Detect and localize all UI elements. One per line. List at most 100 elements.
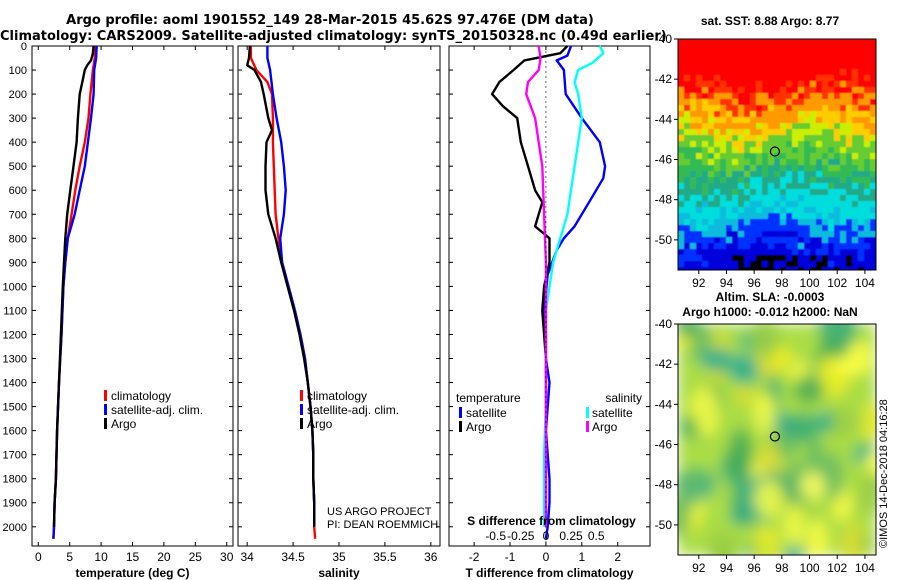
map-x-tick-label: 102 xyxy=(827,561,847,575)
depth-tick-label: 300 xyxy=(9,113,27,125)
legend-swatch xyxy=(104,390,107,401)
series-line xyxy=(525,45,548,527)
depth-tick-label: 1800 xyxy=(3,474,27,486)
depth-tick-label: 1000 xyxy=(3,281,27,293)
depth-tick-label: 800 xyxy=(9,233,27,245)
map-x-tick-label: 94 xyxy=(720,276,734,290)
map-y-tick-label: -46 xyxy=(655,153,673,167)
x-tick-label: 2 xyxy=(614,550,621,564)
map-x-tick-label: 92 xyxy=(692,276,706,290)
series-line xyxy=(249,46,317,539)
map-x-tick-label: 98 xyxy=(775,561,789,575)
depth-tick-label: 1600 xyxy=(3,426,27,438)
x-axis-label: T difference from climatology xyxy=(465,566,633,580)
depth-tick-label: 1700 xyxy=(3,450,27,462)
project-annotation: US ARGO PROJECT xyxy=(327,506,432,518)
argo-location-marker xyxy=(769,146,781,157)
legend-swatch xyxy=(104,418,107,429)
x-axis-label: salinity xyxy=(318,566,360,580)
x-tick-label: 34 xyxy=(241,550,255,564)
sla-map-subtitle: Argo h1000: -0.012 h2000: NaN xyxy=(682,305,857,319)
x-tick-label: 35 xyxy=(332,550,346,564)
depth-tick-label: 200 xyxy=(9,89,27,101)
legend-swatch xyxy=(104,404,107,415)
legend-swatch xyxy=(459,407,462,418)
legend-label: Argo xyxy=(466,420,492,434)
map-y-tick-label: -46 xyxy=(655,438,673,452)
legend-label: Argo xyxy=(307,417,333,431)
legend-label: climatology xyxy=(307,389,367,403)
map-x-tick-label: 94 xyxy=(720,561,734,575)
map-y-tick-label: -40 xyxy=(655,32,673,46)
map-x-tick-label: 104 xyxy=(855,561,875,575)
depth-tick-label: 1100 xyxy=(3,305,27,317)
series-line xyxy=(542,45,605,527)
map-y-tick-label: -50 xyxy=(655,233,673,247)
depth-tick-label: 400 xyxy=(9,137,27,149)
salinity-panel: 34 34.5 35 35.5 36 salinity climatologysatelli… xyxy=(237,45,441,580)
x-tick-label: 35.5 xyxy=(373,550,397,564)
x-tick-label: 10 xyxy=(94,550,108,564)
depth-tick-label: 1200 xyxy=(3,329,27,341)
legend-label: Argo xyxy=(111,417,137,431)
imos-watermark: ©IMOS 14-Dec-2018 04:16:28 xyxy=(878,399,890,548)
map-y-tick-label: -42 xyxy=(655,72,673,86)
depth-tick-label: 600 xyxy=(9,185,27,197)
s-diff-tick-label: -0.25 xyxy=(507,529,535,543)
difference-panel: -2 -1 0 1 2 T difference from climatology S di… xyxy=(448,45,651,580)
sla-map-title: Altim. SLA: -0.0003 xyxy=(716,290,825,304)
map-x-tick-label: 100 xyxy=(800,561,820,575)
s-diff-tick-label: -0.5 xyxy=(485,529,506,543)
x-tick-label: 0 xyxy=(543,550,550,564)
sst-map-frame xyxy=(677,38,877,271)
legend-swatch xyxy=(586,421,589,432)
map-y-tick-label: -44 xyxy=(655,112,673,126)
depth-tick-label: 1500 xyxy=(3,402,27,414)
legend-label: satellite xyxy=(592,406,633,420)
map-y-tick-label: -48 xyxy=(655,193,673,207)
project-annotation: PI: DEAN ROEMMICH xyxy=(327,519,438,531)
x-tick-label: 25 xyxy=(189,550,203,564)
s-diff-tick-label: 0 xyxy=(543,529,550,543)
sst-map: 92 94 96 98 100 102 104 -40 -42 -44 -46 -48 -50 sat. … xyxy=(655,14,877,290)
series-line xyxy=(52,45,95,527)
series-line xyxy=(266,46,316,527)
argo-location-marker xyxy=(769,431,781,442)
depth-tick-label: 900 xyxy=(9,257,27,269)
depth-tick-label: 1300 xyxy=(3,354,27,366)
s-diff-axis-label: S difference from climatology xyxy=(467,514,636,528)
legend-swatch xyxy=(300,390,303,401)
map-y-tick-label: -40 xyxy=(655,317,673,331)
map-x-tick-label: 104 xyxy=(855,276,875,290)
x-tick-label: -1 xyxy=(505,550,516,564)
map-x-tick-label: 96 xyxy=(747,276,761,290)
map-y-tick-label: -44 xyxy=(655,397,673,411)
profile-panels-layer: 0100200300400500600700800900100011001200… xyxy=(3,41,651,580)
figure-title-line-2: Climatology: CARS2009. Satellite-adjuste… xyxy=(0,29,667,44)
series-line xyxy=(52,45,98,539)
legend-swatch xyxy=(300,418,303,429)
x-tick-label: 36 xyxy=(424,550,438,564)
figure-title-line-1: Argo profile: aoml 1901552_149 28-Mar-20… xyxy=(66,13,594,28)
x-tick-label: -2 xyxy=(469,550,480,564)
x-axis-label: temperature (deg C) xyxy=(75,566,189,580)
difference-frame xyxy=(448,45,651,547)
legend-label: Argo xyxy=(592,420,618,434)
temperature-legend-title: temperature xyxy=(456,391,521,405)
legend-label: satellite-adj. clim. xyxy=(307,403,399,417)
legend-label: satellite-adj. clim. xyxy=(111,403,203,417)
x-tick-label: 30 xyxy=(220,550,234,564)
map-y-tick-label: -42 xyxy=(655,357,673,371)
map-x-tick-label: 96 xyxy=(747,561,761,575)
x-tick-label: 34.5 xyxy=(281,550,305,564)
depth-tick-label: 0 xyxy=(21,41,27,53)
legend-swatch xyxy=(459,421,462,432)
map-y-tick-label: -48 xyxy=(655,478,673,492)
s-diff-tick-label: 0.25 xyxy=(559,529,583,543)
map-x-tick-label: 100 xyxy=(800,276,820,290)
sst-map-title: sat. SST: 8.88 Argo: 8.77 xyxy=(701,14,840,28)
depth-tick-label: 500 xyxy=(9,161,27,173)
depth-tick-label: 1400 xyxy=(3,378,27,390)
depth-tick-label: 2000 xyxy=(3,522,27,534)
